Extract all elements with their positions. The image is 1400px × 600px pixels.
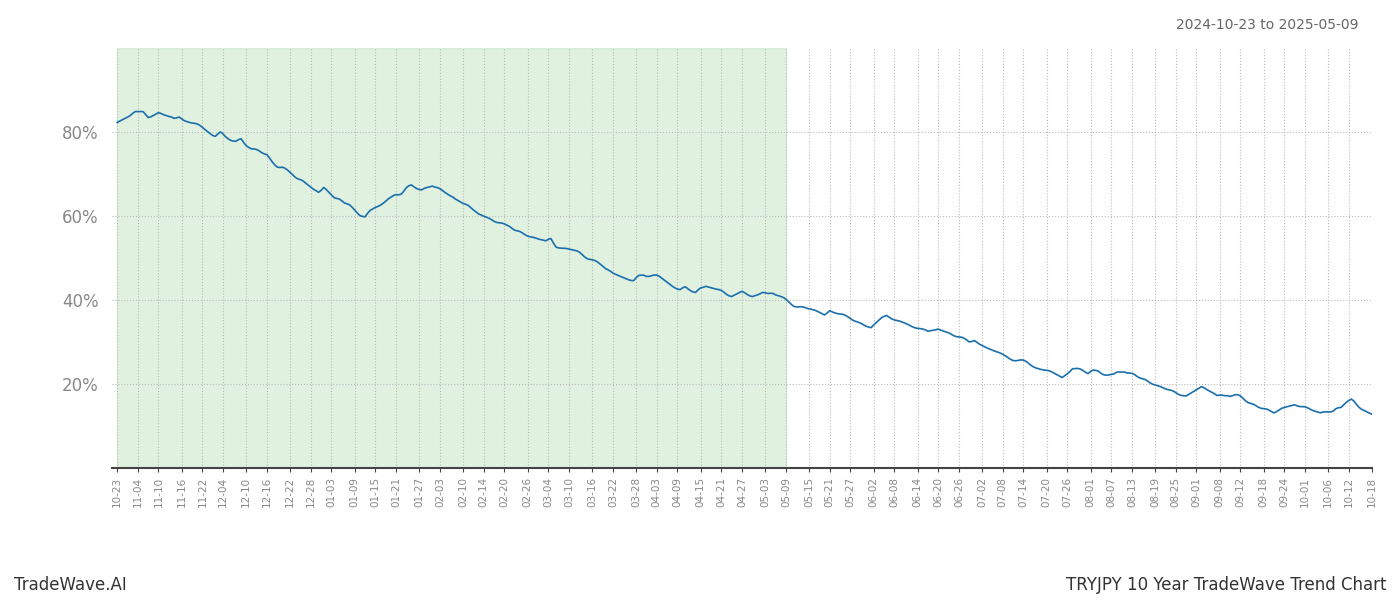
Text: TRYJPY 10 Year TradeWave Trend Chart: TRYJPY 10 Year TradeWave Trend Chart bbox=[1065, 576, 1386, 594]
Text: 2024-10-23 to 2025-05-09: 2024-10-23 to 2025-05-09 bbox=[1176, 18, 1358, 32]
Text: TradeWave.AI: TradeWave.AI bbox=[14, 576, 127, 594]
Bar bbox=[118, 48, 785, 468]
